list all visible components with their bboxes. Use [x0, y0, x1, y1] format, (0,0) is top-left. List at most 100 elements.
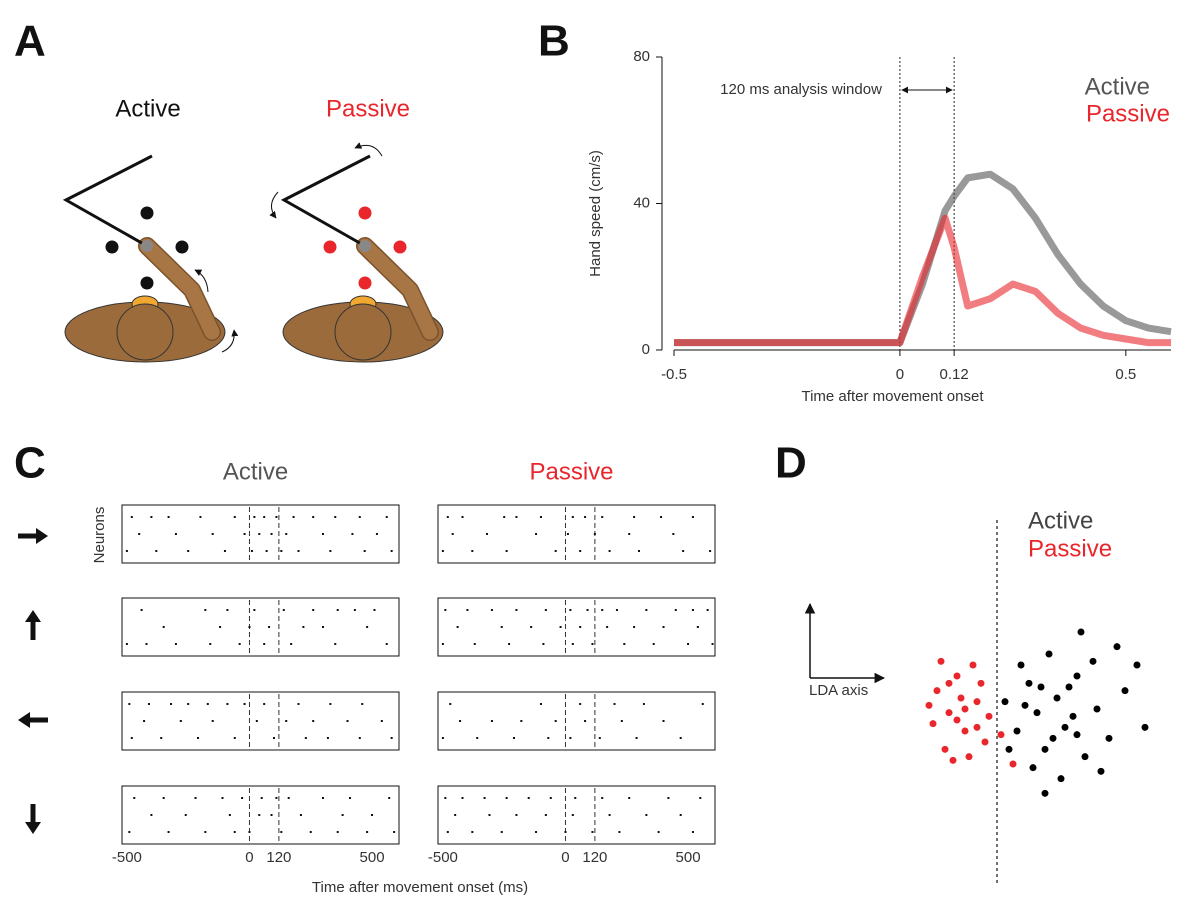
spike	[211, 720, 214, 722]
spike	[544, 609, 547, 611]
x-tick-label: 120	[582, 849, 607, 866]
spike	[601, 609, 604, 611]
spike	[709, 550, 712, 552]
point	[953, 716, 961, 724]
spike	[199, 516, 202, 518]
spike	[285, 720, 288, 722]
spike	[449, 703, 452, 705]
spike	[211, 533, 214, 535]
spike	[645, 814, 648, 816]
x-axis-label: LDA axis	[809, 682, 868, 699]
y-tick-label: 0	[642, 341, 650, 358]
spike	[174, 643, 177, 645]
spike	[228, 814, 231, 816]
spike	[566, 533, 569, 535]
spike	[674, 609, 677, 611]
spike	[554, 550, 557, 552]
point	[1001, 698, 1009, 706]
spike	[270, 814, 273, 816]
point	[1013, 727, 1021, 735]
x-axis-label: Time after movement onset	[801, 388, 984, 405]
spike	[638, 550, 641, 552]
spike	[571, 643, 574, 645]
point	[1049, 734, 1057, 742]
spike	[263, 643, 266, 645]
spike	[170, 703, 173, 705]
spike	[535, 533, 538, 535]
point	[1009, 760, 1017, 768]
spike	[140, 609, 143, 611]
spike	[441, 737, 444, 739]
spike	[606, 626, 609, 628]
spike	[241, 797, 244, 799]
spike	[564, 831, 567, 833]
spike	[366, 831, 369, 833]
spike	[280, 831, 283, 833]
spike	[346, 720, 349, 722]
spike	[699, 797, 702, 799]
panel-letter: C	[14, 439, 46, 488]
point	[1069, 712, 1077, 720]
spike	[371, 814, 374, 816]
point	[1081, 753, 1089, 761]
spike	[145, 643, 148, 645]
spike	[691, 609, 694, 611]
point	[1021, 701, 1029, 709]
spike	[466, 609, 469, 611]
spike	[505, 797, 508, 799]
spike	[312, 720, 315, 722]
spike	[483, 797, 486, 799]
spike	[451, 533, 454, 535]
spike	[223, 550, 226, 552]
spike	[613, 703, 616, 705]
legend-label: Active	[1085, 73, 1150, 100]
spike	[353, 609, 356, 611]
point	[1025, 679, 1033, 687]
spike	[691, 516, 694, 518]
x-tick-label: 500	[676, 849, 701, 866]
spike	[544, 814, 547, 816]
spike	[204, 831, 207, 833]
spike	[329, 703, 332, 705]
spike	[662, 626, 665, 628]
spike	[219, 626, 222, 628]
spike	[336, 831, 339, 833]
column-title: Active	[223, 458, 288, 485]
spike	[150, 516, 153, 518]
spike	[505, 550, 508, 552]
spike	[147, 703, 150, 705]
spike	[393, 831, 396, 833]
spike	[574, 797, 577, 799]
spike	[461, 516, 464, 518]
spike	[682, 550, 685, 552]
spike	[348, 797, 351, 799]
point	[1089, 657, 1097, 665]
spike	[503, 516, 506, 518]
spike	[530, 626, 533, 628]
point	[977, 679, 985, 687]
spike	[601, 797, 604, 799]
spike	[500, 626, 503, 628]
spike	[167, 516, 170, 518]
spike	[454, 814, 457, 816]
spike	[366, 626, 369, 628]
spike	[584, 720, 587, 722]
spike	[167, 831, 170, 833]
point	[1005, 745, 1013, 753]
point	[933, 687, 941, 695]
spike	[549, 797, 552, 799]
spike	[196, 737, 199, 739]
spike	[444, 609, 447, 611]
spike	[285, 533, 288, 535]
y-tick-label: 40	[633, 194, 650, 211]
spike	[280, 550, 283, 552]
spike	[657, 831, 660, 833]
point	[973, 723, 981, 731]
spike	[515, 516, 518, 518]
speed-trace	[674, 170, 1172, 347]
point	[1065, 683, 1073, 691]
spike	[539, 703, 542, 705]
spike	[628, 797, 631, 799]
point	[981, 738, 989, 746]
